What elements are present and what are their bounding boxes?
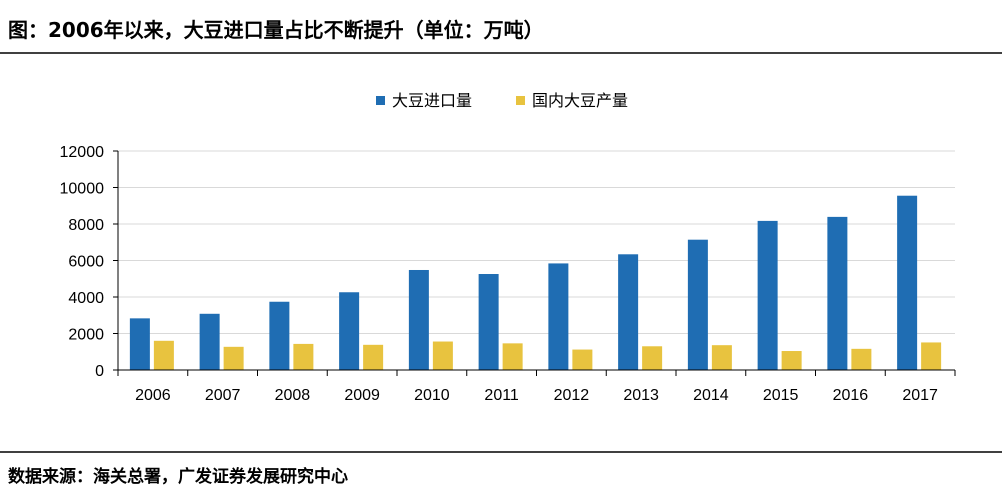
bar-domestic: [293, 343, 314, 370]
bar-domestic: [921, 342, 942, 370]
bar-domestic: [153, 340, 174, 370]
legend-swatch: [376, 96, 385, 105]
y-tick-label: 10000: [60, 181, 105, 198]
bar-domestic: [363, 344, 384, 370]
x-tick-label: 2007: [205, 387, 241, 404]
bar-import: [548, 263, 569, 370]
bar-domestic: [572, 349, 593, 370]
x-axis-ticks: 2006 2007 2008 2009 2010 2011 2012 2013 2014 2015…: [117, 370, 956, 404]
bar-import: [478, 274, 499, 370]
bar-import: [408, 269, 429, 370]
bar-domestic: [502, 343, 523, 370]
x-tick-label: 2016: [833, 387, 869, 404]
title-divider: [0, 52, 1002, 54]
y-tick-label: 0: [95, 363, 104, 380]
x-tick-label: 2006: [135, 387, 171, 404]
x-tick-label: 2017: [902, 387, 938, 404]
x-tick-label: 2009: [344, 387, 380, 404]
bar-domestic: [711, 345, 732, 370]
bar-domestic: [223, 346, 244, 370]
y-tick-label: 12000: [60, 144, 105, 161]
bar-import: [897, 195, 918, 370]
y-tick-label: 8000: [68, 217, 104, 234]
bar-domestic: [781, 351, 802, 370]
chart-title: 图：2006年以来，大豆进口量占比不断提升（单位：万吨）: [8, 18, 544, 42]
bar-import: [618, 254, 639, 370]
bar-domestic: [642, 346, 663, 370]
y-axis-ticks: 0 2000 4000 6000 8000 10000 12000: [60, 144, 118, 380]
x-tick-label: 2010: [414, 387, 450, 404]
bar-import: [199, 313, 220, 370]
legend-swatch: [516, 96, 525, 105]
x-tick-label: 2014: [693, 387, 729, 404]
bar-import: [339, 292, 360, 370]
bar-import: [129, 318, 150, 370]
bar-import: [757, 220, 778, 370]
x-tick-label: 2013: [623, 387, 659, 404]
y-tick-label: 4000: [68, 290, 104, 307]
bar-chart: 大豆进口量 国内大豆产量 020004000600080001000012000 …: [60, 91, 956, 404]
legend-label: 国内大豆产量: [532, 91, 628, 110]
bar-domestic: [851, 348, 872, 370]
x-tick-label: 2011: [484, 387, 519, 404]
bar-import: [269, 301, 290, 370]
source-note: 数据来源：海关总署，广发证券发展研究中心: [8, 467, 348, 487]
footer-divider: [0, 451, 1002, 453]
x-tick-label: 2015: [763, 387, 799, 404]
y-tick-label: 6000: [68, 254, 104, 271]
bar-import: [827, 216, 848, 370]
x-tick-label: 2012: [554, 387, 590, 404]
grid-lines: [118, 150, 955, 334]
y-tick-label: 2000: [68, 327, 104, 344]
bars: [129, 195, 942, 370]
x-tick-label: 2008: [275, 387, 311, 404]
bar-import: [687, 239, 708, 370]
legend: 大豆进口量 国内大豆产量: [376, 91, 628, 110]
bar-domestic: [432, 341, 453, 370]
legend-label: 大豆进口量: [392, 91, 472, 110]
